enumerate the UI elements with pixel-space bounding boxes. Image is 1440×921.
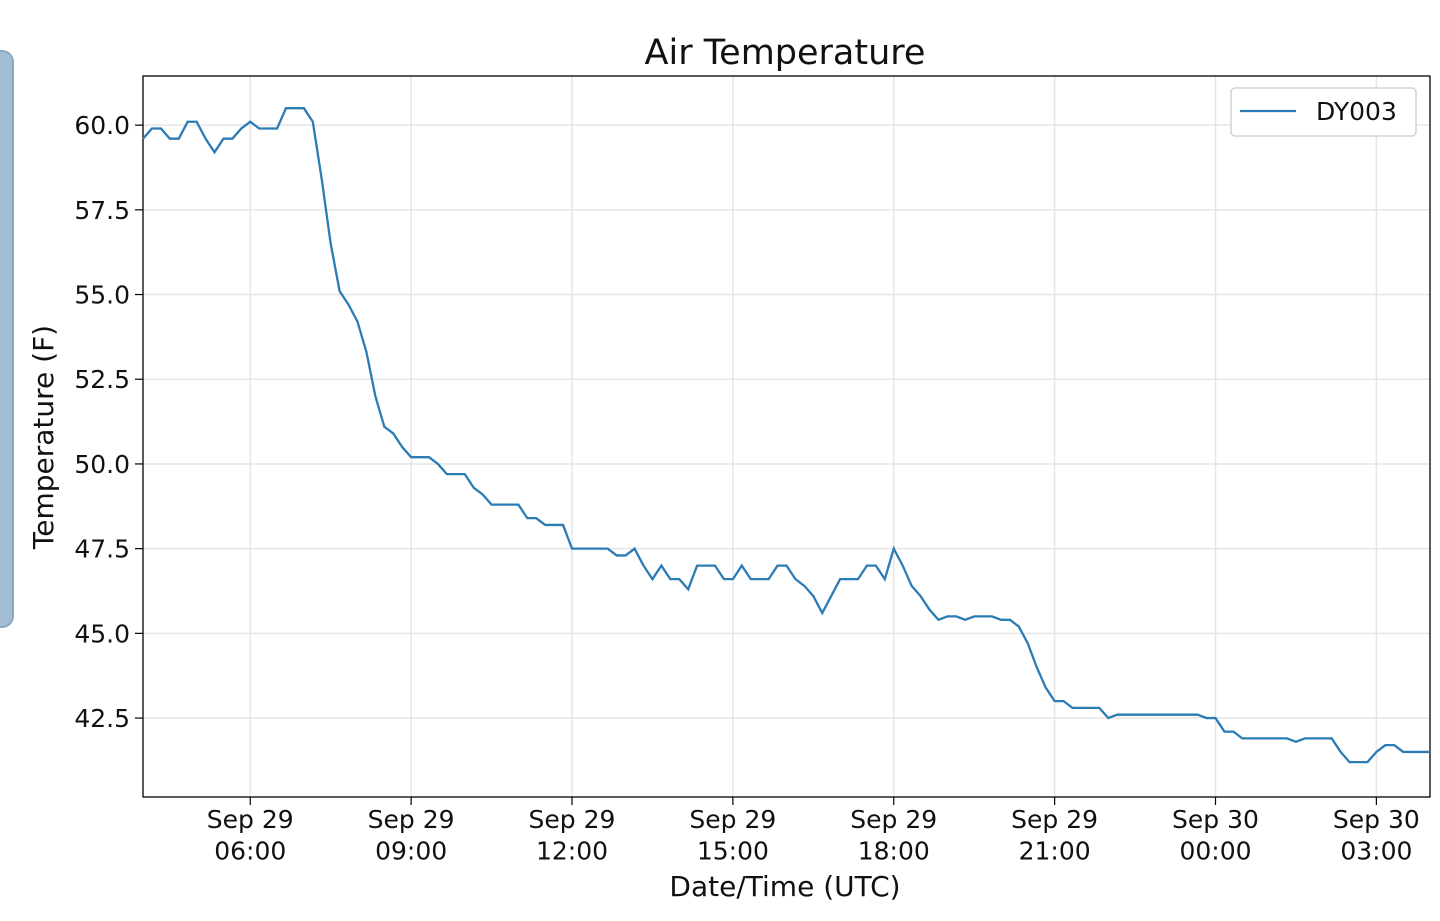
data-line xyxy=(142,107,1430,764)
y-tick-label: 60.0 xyxy=(74,111,130,140)
x-tick-label: Sep 29 06:00 xyxy=(207,805,294,865)
legend-label: DY003 xyxy=(1316,97,1397,126)
y-tick-label: 57.5 xyxy=(74,196,130,225)
chart-title: Air Temperature xyxy=(645,33,926,73)
x-tick-label: Sep 29 21:00 xyxy=(1011,805,1098,865)
plot-frame xyxy=(142,75,1431,798)
legend-box xyxy=(1230,87,1417,137)
y-tick-label: 52.5 xyxy=(74,365,130,394)
x-axis-label: Date/Time (UTC) xyxy=(669,870,900,903)
x-tick-label: Sep 29 15:00 xyxy=(689,805,776,865)
y-tick-label: 42.5 xyxy=(74,704,130,733)
x-tick-label: Sep 29 18:00 xyxy=(850,805,937,865)
x-tick-label: Sep 29 12:00 xyxy=(529,805,616,865)
y-tick-label: 45.0 xyxy=(74,619,130,648)
y-tick-label: 47.5 xyxy=(74,535,130,564)
x-tick-label: Sep 30 00:00 xyxy=(1172,805,1259,865)
y-tick-label: 50.0 xyxy=(74,450,130,479)
y-axis-label: Temperature (F) xyxy=(27,325,60,550)
x-tick-label: Sep 29 09:00 xyxy=(368,805,455,865)
x-tick-label: Sep 30 03:00 xyxy=(1333,805,1420,865)
y-tick-label: 55.0 xyxy=(74,281,130,310)
